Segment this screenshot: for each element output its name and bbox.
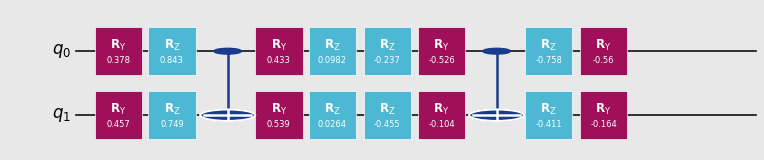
Circle shape bbox=[214, 48, 241, 54]
FancyBboxPatch shape bbox=[364, 91, 411, 139]
Text: -0.104: -0.104 bbox=[429, 120, 455, 129]
Text: R$_\mathrm{Y}$: R$_\mathrm{Y}$ bbox=[433, 101, 450, 116]
Text: 0.433: 0.433 bbox=[267, 56, 291, 65]
FancyBboxPatch shape bbox=[580, 27, 627, 75]
FancyBboxPatch shape bbox=[525, 91, 572, 139]
Text: $q_1$: $q_1$ bbox=[52, 106, 70, 124]
FancyBboxPatch shape bbox=[525, 27, 572, 75]
Text: R$_\mathrm{Y}$: R$_\mathrm{Y}$ bbox=[595, 37, 612, 52]
FancyBboxPatch shape bbox=[95, 27, 142, 75]
Text: R$_\mathrm{Y}$: R$_\mathrm{Y}$ bbox=[595, 101, 612, 116]
Text: -0.237: -0.237 bbox=[374, 56, 401, 65]
FancyBboxPatch shape bbox=[309, 91, 356, 139]
Text: R$_\mathrm{Z}$: R$_\mathrm{Z}$ bbox=[324, 101, 341, 116]
Text: R$_\mathrm{Z}$: R$_\mathrm{Z}$ bbox=[379, 101, 396, 116]
Text: -0.411: -0.411 bbox=[536, 120, 562, 129]
FancyBboxPatch shape bbox=[255, 27, 303, 75]
Text: R$_\mathrm{Z}$: R$_\mathrm{Z}$ bbox=[540, 101, 557, 116]
Text: R$_\mathrm{Y}$: R$_\mathrm{Y}$ bbox=[270, 37, 287, 52]
Text: 0.378: 0.378 bbox=[106, 56, 131, 65]
Text: -0.526: -0.526 bbox=[428, 56, 455, 65]
Text: R$_\mathrm{Z}$: R$_\mathrm{Z}$ bbox=[379, 37, 396, 52]
FancyBboxPatch shape bbox=[148, 91, 196, 139]
Text: 0.0982: 0.0982 bbox=[318, 56, 347, 65]
Circle shape bbox=[200, 109, 255, 121]
Text: -0.164: -0.164 bbox=[590, 120, 617, 129]
Circle shape bbox=[469, 109, 524, 121]
Text: 0.0264: 0.0264 bbox=[318, 120, 347, 129]
Text: R$_\mathrm{Y}$: R$_\mathrm{Y}$ bbox=[433, 37, 450, 52]
FancyBboxPatch shape bbox=[309, 27, 356, 75]
Text: R$_\mathrm{Y}$: R$_\mathrm{Y}$ bbox=[110, 101, 127, 116]
FancyBboxPatch shape bbox=[418, 91, 465, 139]
Text: $q_0$: $q_0$ bbox=[51, 42, 71, 60]
Text: 0.749: 0.749 bbox=[160, 120, 184, 129]
FancyBboxPatch shape bbox=[255, 91, 303, 139]
FancyBboxPatch shape bbox=[364, 27, 411, 75]
Text: R$_\mathrm{Z}$: R$_\mathrm{Z}$ bbox=[324, 37, 341, 52]
Text: 0.539: 0.539 bbox=[267, 120, 291, 129]
Text: R$_\mathrm{Y}$: R$_\mathrm{Y}$ bbox=[270, 101, 287, 116]
FancyBboxPatch shape bbox=[148, 27, 196, 75]
Text: R$_\mathrm{Z}$: R$_\mathrm{Z}$ bbox=[163, 101, 180, 116]
Text: -0.758: -0.758 bbox=[535, 56, 562, 65]
Text: 0.843: 0.843 bbox=[160, 56, 184, 65]
FancyBboxPatch shape bbox=[580, 91, 627, 139]
Text: -0.56: -0.56 bbox=[593, 56, 614, 65]
Text: -0.455: -0.455 bbox=[374, 120, 400, 129]
Text: 0.457: 0.457 bbox=[106, 120, 131, 129]
Text: R$_\mathrm{Z}$: R$_\mathrm{Z}$ bbox=[163, 37, 180, 52]
Text: R$_\mathrm{Y}$: R$_\mathrm{Y}$ bbox=[110, 37, 127, 52]
Circle shape bbox=[483, 48, 510, 54]
Text: R$_\mathrm{Z}$: R$_\mathrm{Z}$ bbox=[540, 37, 557, 52]
FancyBboxPatch shape bbox=[95, 91, 142, 139]
FancyBboxPatch shape bbox=[418, 27, 465, 75]
